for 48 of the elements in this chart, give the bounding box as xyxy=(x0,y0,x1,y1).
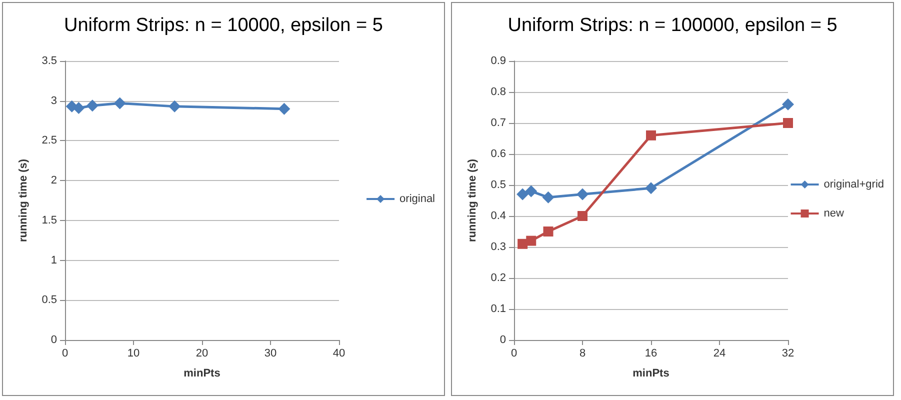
y-tick-label: 2.5 xyxy=(42,134,57,147)
y-tick-label: 0.1 xyxy=(490,303,506,315)
x-tick-label: 40 xyxy=(332,348,346,360)
y-tick-label: 0 xyxy=(50,334,57,346)
y-tick-label: 0.7 xyxy=(490,117,506,129)
point xyxy=(578,211,588,221)
point xyxy=(782,98,794,110)
y-tick-label: 1 xyxy=(50,254,57,266)
y-tick-label: 3 xyxy=(50,94,57,107)
x-tick-label: 24 xyxy=(713,348,726,360)
y-tick-label: 0.9 xyxy=(490,55,506,67)
y-tick-label: 0.2 xyxy=(490,272,506,284)
point xyxy=(646,130,656,140)
chart-title: Uniform Strips: n = 10000, epsilon = 5 xyxy=(64,15,383,36)
y-tick-label: 2 xyxy=(50,174,57,187)
point xyxy=(526,236,536,246)
x-tick-label: 0 xyxy=(510,348,518,360)
point xyxy=(576,188,588,200)
point xyxy=(516,188,529,200)
x-tick-label: 16 xyxy=(644,348,658,360)
y-tick-label: 0.5 xyxy=(490,179,506,191)
y-axis-title: running time (s) xyxy=(18,158,30,242)
x-tick-label: 30 xyxy=(264,348,277,360)
y-tick-label: 0.4 xyxy=(490,210,506,222)
x-axis-title: minPts xyxy=(632,368,670,380)
y-tick-label: 0.8 xyxy=(490,86,506,98)
legend-label: original xyxy=(400,193,436,205)
y-tick-label: 0.3 xyxy=(490,241,506,253)
point xyxy=(645,182,657,194)
y-axis-title: running time (s) xyxy=(466,158,478,242)
point xyxy=(783,118,793,128)
point xyxy=(542,191,554,204)
legend-label: original+grid xyxy=(824,178,884,190)
y-tick-label: 1.5 xyxy=(42,214,57,226)
x-axis-title: minPts xyxy=(184,368,220,380)
x-tick-label: 8 xyxy=(579,348,586,360)
point xyxy=(543,226,554,236)
x-tick-label: 10 xyxy=(127,348,140,360)
chart-title: Uniform Strips: n = 100000, epsilon = 5 xyxy=(508,15,838,36)
y-tick-label: 0.5 xyxy=(42,294,57,306)
y-tick-label: 3.5 xyxy=(42,55,57,67)
point xyxy=(525,185,538,198)
y-tick-label: 0 xyxy=(500,334,506,346)
y-tick-label: 0.6 xyxy=(490,148,506,160)
x-tick-label: 20 xyxy=(196,348,208,360)
x-tick-label: 0 xyxy=(62,348,68,360)
x-tick-label: 32 xyxy=(782,348,794,360)
legend-label: new xyxy=(824,208,844,220)
